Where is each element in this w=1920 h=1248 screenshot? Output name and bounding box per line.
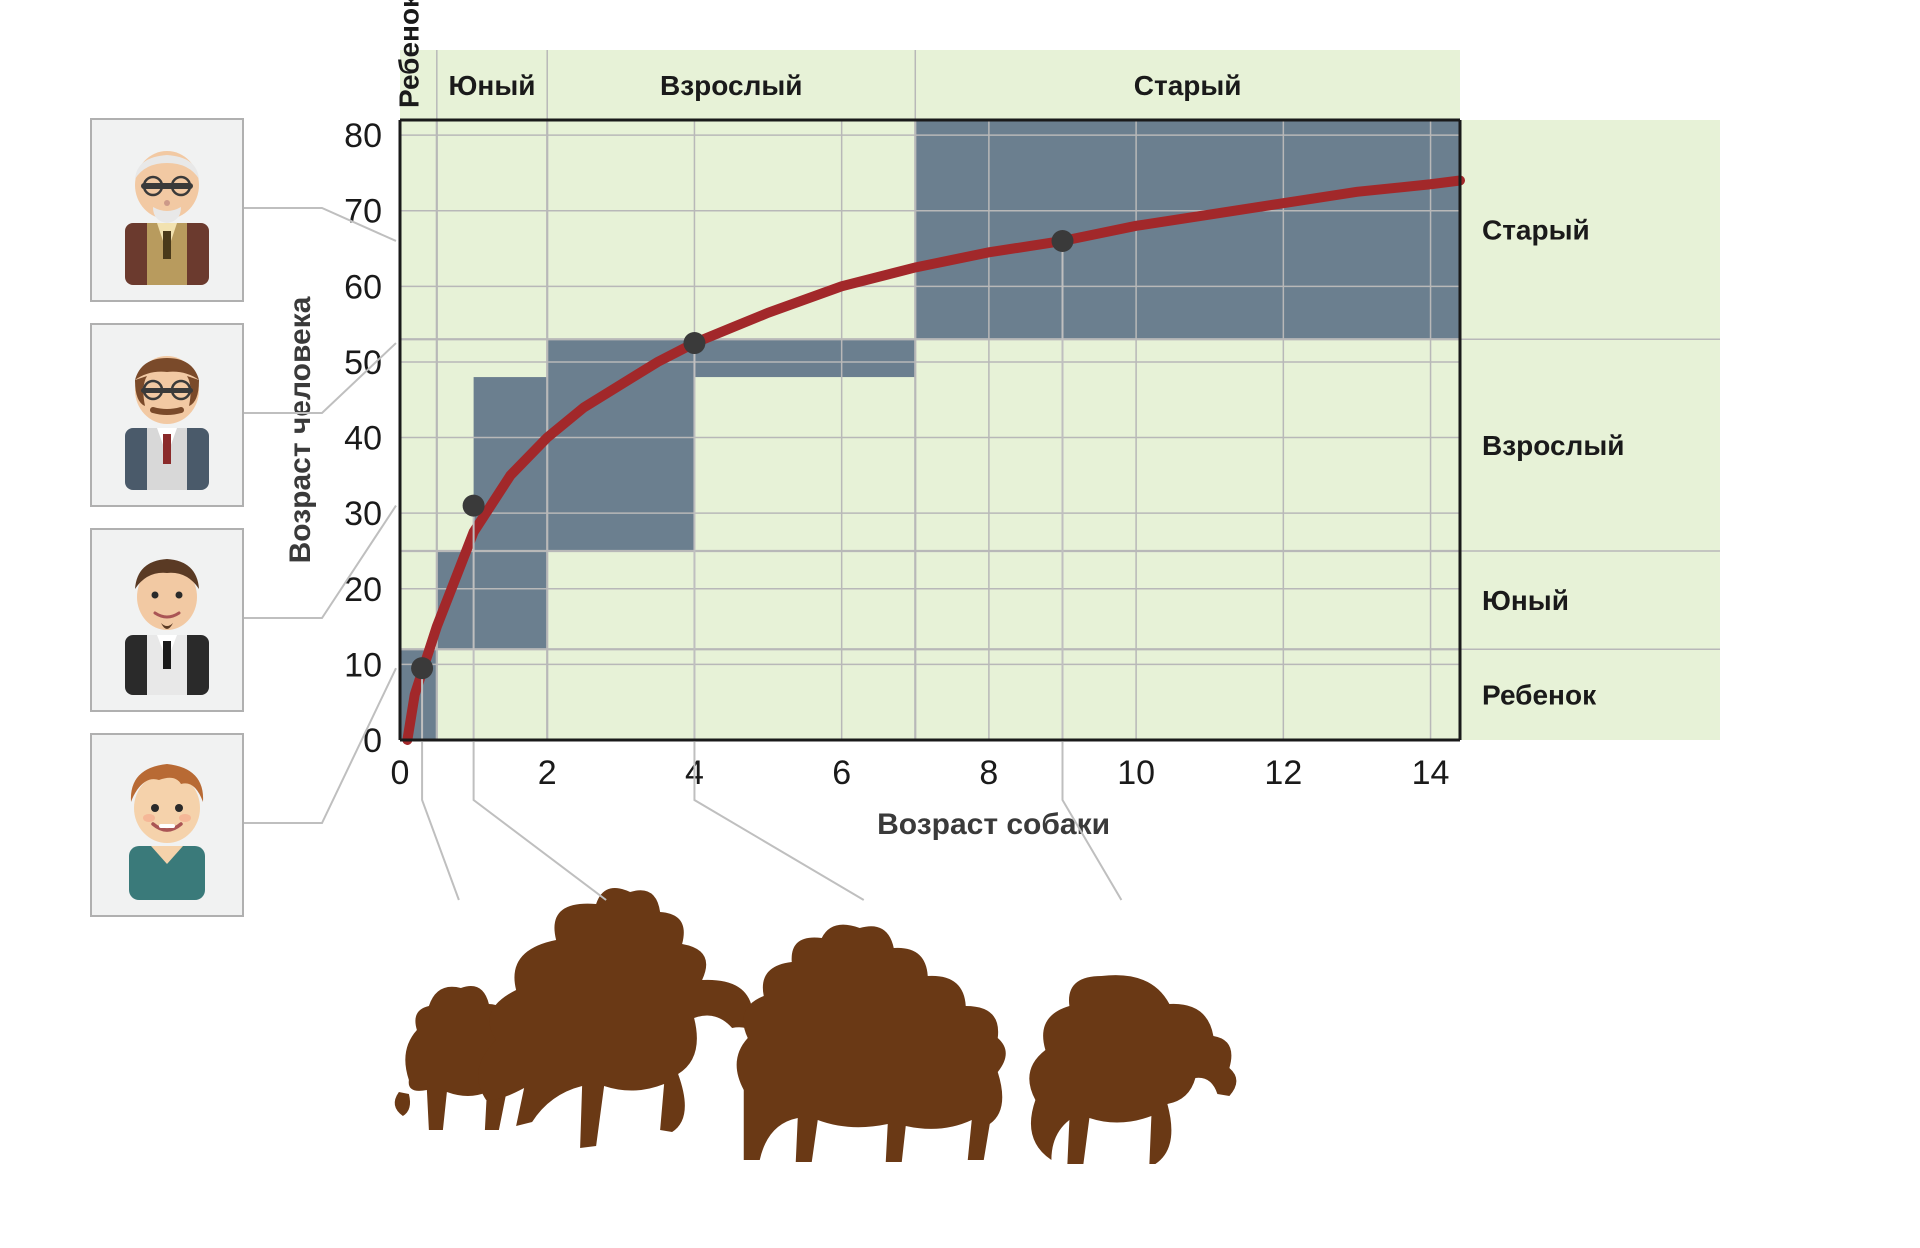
portrait-young-man <box>90 528 244 712</box>
dog-leader <box>422 742 459 900</box>
curve-marker <box>463 495 485 517</box>
shade-block <box>437 551 547 649</box>
right-band-label: Старый <box>1482 215 1590 246</box>
shade-block <box>547 339 694 551</box>
dog-young-icon <box>478 888 778 1148</box>
y-tick-label: 30 <box>344 495 382 533</box>
x-tick-label: 0 <box>391 754 410 792</box>
top-band-label: Ребенок <box>393 0 424 108</box>
top-band-label: Юный <box>449 70 536 101</box>
x-tick-label: 14 <box>1412 754 1450 792</box>
curve-marker <box>683 332 705 354</box>
y-tick-label: 0 <box>363 722 382 760</box>
shade-block <box>915 120 1460 339</box>
y-tick-label: 40 <box>344 420 382 458</box>
curve-marker <box>1052 230 1074 252</box>
x-tick-label: 12 <box>1264 754 1302 792</box>
shade-block <box>474 377 548 551</box>
top-band-label: Старый <box>1134 70 1242 101</box>
portrait-adult-man <box>90 323 244 507</box>
chart-svg: Ребенок Юный Взрослый Старый Старый Взрослый Ю… <box>0 0 1920 1243</box>
portrait-old-man <box>90 118 244 302</box>
top-band-bg <box>400 50 1460 120</box>
x-tick-label: 2 <box>538 754 557 792</box>
y-tick-label: 10 <box>344 646 382 684</box>
right-band-label: Ребенок <box>1482 680 1597 711</box>
shade-block <box>694 339 915 377</box>
y-tick-label: 60 <box>344 268 382 306</box>
x-tick-label: 8 <box>979 754 998 792</box>
x-tick-label: 10 <box>1117 754 1155 792</box>
portrait-child <box>90 733 244 917</box>
top-band-label: Взрослый <box>660 70 802 101</box>
y-tick-label: 80 <box>344 117 382 155</box>
x-tick-label: 6 <box>832 754 851 792</box>
curve-marker <box>411 657 433 679</box>
dog-adult-icon <box>737 925 1006 1162</box>
right-band-label: Юный <box>1482 585 1569 616</box>
x-axis-label: Возраст собаки <box>877 808 1110 841</box>
right-band-label: Взрослый <box>1482 430 1624 461</box>
y-axis-label: Возраст человека <box>284 296 317 563</box>
dog-silhouettes <box>395 888 1237 1164</box>
y-tick-label: 70 <box>344 193 382 231</box>
dog-old-icon <box>1029 975 1236 1164</box>
